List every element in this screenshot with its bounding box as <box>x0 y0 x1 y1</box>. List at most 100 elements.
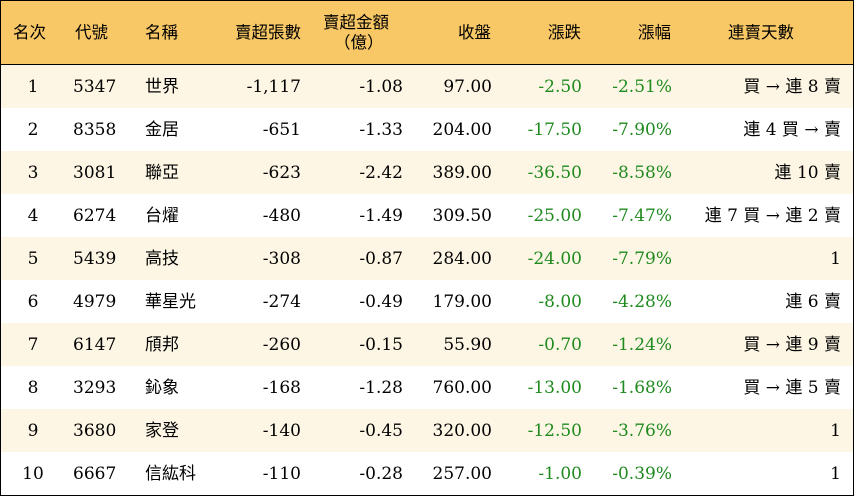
table-row: 5 5439 高技 -308 -0.87 284.00 -24.00 -7.79… <box>1 237 853 280</box>
cell-streak: 1 <box>830 464 841 484</box>
table-row: 7 6147 頎邦 -260 -0.15 55.90 -0.70 -1.24% … <box>1 323 853 366</box>
cell-close: 760.00 <box>432 378 492 398</box>
cell-sell-lots: -623 <box>262 163 301 183</box>
table-row: 6 4979 華星光 -274 -0.49 179.00 -8.00 -4.28… <box>1 280 853 323</box>
cell-code: 8358 <box>73 120 117 140</box>
cell-code: 6147 <box>73 335 117 355</box>
table-header: 名次 代號 名稱 賣超張數 賣超金額 （億） 收盤 漲跌 漲幅 連賣天數 <box>1 1 853 65</box>
cell-code: 3680 <box>73 421 117 441</box>
cell-change: -25.00 <box>527 206 582 226</box>
cell-name: 家登 <box>145 421 179 441</box>
cell-streak: 連 7 買 → 連 2 賣 <box>704 206 841 226</box>
cell-sell-lots: -651 <box>262 120 301 140</box>
table-row: 9 3680 家登 -140 -0.45 320.00 -12.50 -3.76… <box>1 409 853 452</box>
table-row: 8 3293 鈊象 -168 -1.28 760.00 -13.00 -1.68… <box>1 366 853 409</box>
cell-close: 389.00 <box>432 163 492 183</box>
cell-name: 台燿 <box>145 206 179 226</box>
cell-change-pct: -7.79% <box>612 249 672 269</box>
cell-change-pct: -0.39% <box>612 464 672 484</box>
cell-streak: 買 → 連 5 賣 <box>743 378 841 398</box>
cell-rank: 9 <box>27 421 39 441</box>
cell-rank: 4 <box>27 206 39 226</box>
cell-change-pct: -8.58% <box>612 163 672 183</box>
header-sell-amount: 賣超金額 <box>323 13 389 32</box>
cell-close: 320.00 <box>432 421 492 441</box>
cell-name: 金居 <box>145 120 179 140</box>
cell-change: -17.50 <box>527 120 582 140</box>
cell-change-pct: -1.68% <box>612 378 672 398</box>
table-row: 10 6667 信紘科 -110 -0.28 257.00 -1.00 -0.3… <box>1 452 853 495</box>
cell-sell-amount: -1.49 <box>359 206 403 226</box>
cell-change-pct: -7.47% <box>612 206 672 226</box>
cell-change: -8.00 <box>538 292 582 312</box>
header-change: 漲跌 <box>548 23 581 42</box>
cell-rank: 10 <box>22 464 44 484</box>
cell-close: 257.00 <box>432 464 492 484</box>
cell-rank: 3 <box>27 163 39 183</box>
cell-change-pct: -7.90% <box>612 120 672 140</box>
cell-rank: 2 <box>27 120 39 140</box>
cell-sell-lots: -110 <box>262 464 301 484</box>
cell-name: 頎邦 <box>145 335 179 355</box>
cell-sell-amount: -0.45 <box>359 421 403 441</box>
table-row: 2 8358 金居 -651 -1.33 204.00 -17.50 -7.90… <box>1 108 853 151</box>
cell-change: -12.50 <box>527 421 582 441</box>
cell-close: 309.50 <box>432 206 492 226</box>
cell-sell-lots: -274 <box>262 292 301 312</box>
cell-close: 97.00 <box>443 77 492 97</box>
cell-sell-lots: -140 <box>262 421 301 441</box>
header-sell-lots: 賣超張數 <box>235 23 301 42</box>
cell-sell-amount: -0.49 <box>359 292 403 312</box>
cell-rank: 8 <box>27 378 39 398</box>
cell-code: 5347 <box>73 77 117 97</box>
cell-code: 4979 <box>73 292 117 312</box>
cell-sell-amount: -0.15 <box>359 335 403 355</box>
cell-code: 6274 <box>73 206 117 226</box>
table-row: 1 5347 世界 -1,117 -1.08 97.00 -2.50 -2.51… <box>1 65 853 108</box>
cell-sell-amount: -1.28 <box>359 378 403 398</box>
cell-change-pct: -4.28% <box>612 292 672 312</box>
cell-name: 鈊象 <box>145 378 179 398</box>
cell-sell-amount: -0.28 <box>359 464 403 484</box>
cell-change: -36.50 <box>527 163 582 183</box>
cell-change: -2.50 <box>538 77 582 97</box>
header-name: 名稱 <box>145 23 178 42</box>
header-streak: 連賣天數 <box>728 23 794 42</box>
cell-sell-lots: -168 <box>262 378 301 398</box>
cell-streak: 連 4 買 → 賣 <box>743 120 841 140</box>
cell-streak: 連 10 賣 <box>774 163 841 183</box>
cell-sell-lots: -480 <box>262 206 301 226</box>
header-code: 代號 <box>75 23 108 42</box>
cell-rank: 5 <box>27 249 39 269</box>
cell-streak: 買 → 連 9 賣 <box>743 335 841 355</box>
table-row: 3 3081 聯亞 -623 -2.42 389.00 -36.50 -8.58… <box>1 151 853 194</box>
cell-close: 55.90 <box>443 335 492 355</box>
header-sell-amount-unit: （億） <box>334 33 384 52</box>
cell-change-pct: -2.51% <box>612 77 672 97</box>
cell-change: -0.70 <box>538 335 582 355</box>
cell-sell-lots: -308 <box>262 249 301 269</box>
cell-sell-amount: -1.33 <box>359 120 403 140</box>
cell-name: 高技 <box>145 249 179 269</box>
cell-rank: 6 <box>27 292 39 312</box>
cell-streak: 1 <box>830 421 841 441</box>
cell-change: -24.00 <box>527 249 582 269</box>
cell-name: 信紘科 <box>145 464 196 484</box>
cell-sell-amount: -2.42 <box>359 163 403 183</box>
cell-close: 179.00 <box>432 292 492 312</box>
cell-change: -13.00 <box>527 378 582 398</box>
header-rank: 名次 <box>13 23 46 42</box>
cell-change: -1.00 <box>538 464 582 484</box>
cell-rank: 1 <box>27 77 39 97</box>
cell-close: 284.00 <box>432 249 492 269</box>
cell-name: 華星光 <box>145 292 196 312</box>
cell-streak: 買 → 連 8 賣 <box>743 77 841 97</box>
header-close: 收盤 <box>458 23 491 42</box>
cell-streak: 連 6 賣 <box>785 292 841 312</box>
cell-change-pct: -3.76% <box>612 421 672 441</box>
cell-name: 聯亞 <box>145 163 179 183</box>
cell-name: 世界 <box>145 77 179 97</box>
cell-close: 204.00 <box>432 120 492 140</box>
cell-sell-amount: -1.08 <box>359 77 403 97</box>
